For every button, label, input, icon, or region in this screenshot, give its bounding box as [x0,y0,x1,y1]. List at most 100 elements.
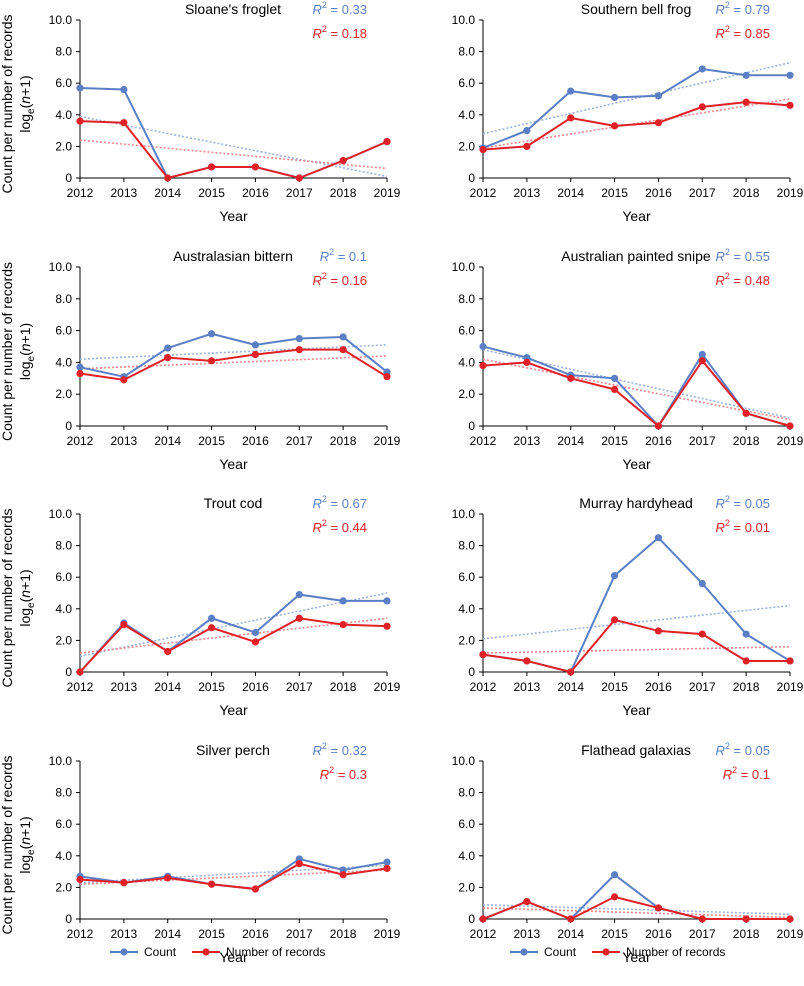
x-axis-label: Year [219,208,248,224]
y-tick-label: 8.0 [55,45,72,59]
y-tick-label: 8.0 [55,292,72,306]
x-tick-label: 2016 [242,434,269,448]
y-axis-label-log: loge(n+1) [17,816,37,873]
y-tick-label: 8.0 [458,292,475,306]
chart-title: Trout cod [204,495,263,511]
y-tick-label: 8.0 [458,45,475,59]
records-point [654,422,663,430]
x-tick-label: 2012 [470,927,497,941]
r2-count-label: R2 = 0.55 [715,247,770,264]
legend-records-marker [602,948,610,956]
records-point [742,657,750,665]
x-tick-label: 2012 [67,434,94,448]
y-tick-label: 6.0 [458,324,475,338]
records-point [786,101,794,109]
records-point [207,624,216,632]
records-point [698,103,706,111]
x-tick-label: 2015 [601,680,628,694]
count-point [295,590,303,599]
count-series-line [79,332,388,378]
count-point [523,127,531,135]
r2-count-label: R2 = 0.05 [715,494,770,511]
count-point [339,597,347,605]
records-point [383,373,391,381]
records-series-line [482,101,791,151]
chart-title: Silver perch [196,742,270,758]
y-axis-label: Count per number of records [0,15,15,194]
x-tick-label: 2014 [154,680,181,694]
x-tick-label: 2015 [601,927,628,941]
x-tick-label: 2019 [777,186,804,200]
y-tick-label: 10.0 [452,754,476,768]
y-tick-label: 2.0 [458,633,475,647]
x-tick-label: 2014 [557,680,584,694]
records-point [207,357,216,365]
r2-records-label: R2 = 0.3 [320,765,367,782]
count-point [698,579,706,588]
x-tick-label: 2019 [777,434,804,448]
count-trend-line [79,344,388,361]
records-point [76,668,84,676]
count-point [120,85,128,94]
records-point [251,163,260,171]
y-tick-label: 0 [468,912,475,926]
x-axis-label: Year [622,456,651,472]
x-tick-label: 2015 [198,434,225,448]
records-point [76,875,84,884]
y-tick-label: 2.0 [55,387,72,401]
records-point [120,119,128,127]
records-point [523,142,531,150]
count-point [654,92,663,100]
y-tick-label: 6.0 [458,817,475,831]
x-axis-label: Year [219,702,248,718]
count-point [786,71,794,79]
records-trend-line [482,645,791,654]
x-tick-label: 2018 [733,434,760,448]
y-tick-label: 10.0 [49,13,73,27]
records-series-line [79,348,388,381]
records-point [610,616,619,624]
x-tick-label: 2018 [733,680,760,694]
r2-records-label: R2 = 0.48 [715,271,770,288]
records-point [339,346,347,354]
y-axis-label: Count per number of records [0,509,15,688]
y-tick-label: 4.0 [458,355,475,369]
records-point [742,98,750,106]
chart-panel: 0 2.0 4.0 6.0 8.0 10.0 2012 2013 2014 2015 2016 201… [452,741,804,965]
x-tick-label: 2016 [242,927,269,941]
r2-count-label: R2 = 0.67 [312,494,367,511]
records-point [207,880,216,888]
count-point [339,333,347,341]
x-tick-label: 2017 [286,186,313,200]
records-point [698,915,706,923]
y-tick-label: 6.0 [55,324,72,338]
x-tick-label: 2017 [286,927,313,941]
records-trend-line [482,358,791,421]
records-point [251,350,260,359]
count-point [610,572,619,580]
records-point [567,374,575,382]
records-point [523,358,531,366]
chart-title: Sloane's froglet [185,1,281,17]
records-point [76,369,84,378]
x-tick-label: 2018 [330,186,357,200]
x-tick-label: 2016 [645,680,672,694]
count-point [567,87,575,95]
count-point [610,374,619,382]
chart-panel: 0 2.0 4.0 6.0 8.0 10.0 2012 2013 2014 2015 2016 201… [452,494,804,718]
x-axis-label: Year [622,702,651,718]
y-tick-label: 4.0 [55,355,72,369]
x-tick-label: 2019 [374,186,401,200]
records-point [295,174,303,182]
x-tick-label: 2017 [286,434,313,448]
x-tick-label: 2013 [111,434,138,448]
x-tick-label: 2017 [689,186,716,200]
x-tick-label: 2012 [470,434,497,448]
y-axis-label-log: loge(n+1) [17,75,37,132]
x-tick-label: 2013 [514,186,541,200]
y-tick-label: 4.0 [458,849,475,863]
count-point [383,597,391,605]
y-tick-label: 8.0 [55,539,72,553]
legend-records-label: Number of records [626,945,725,959]
count-point [383,858,391,866]
